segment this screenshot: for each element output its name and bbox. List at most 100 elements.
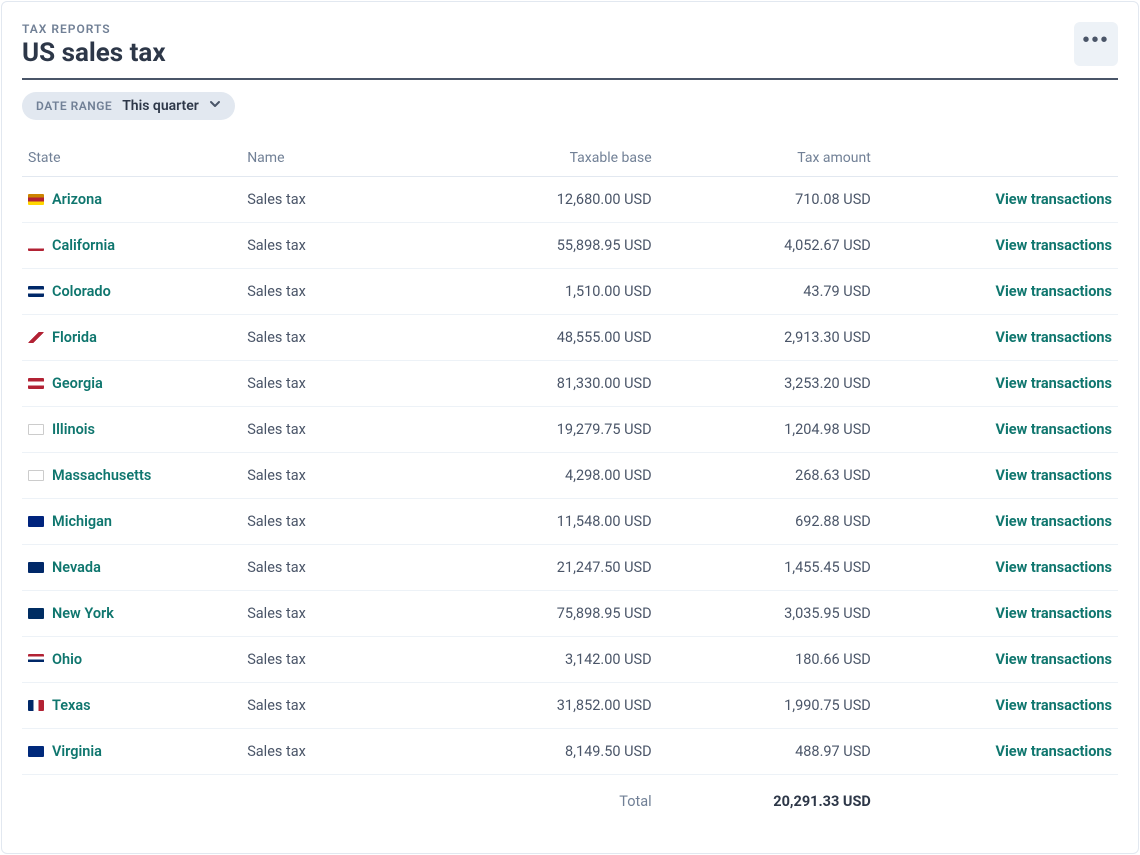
view-transactions-link[interactable]: View transactions [995, 651, 1112, 668]
view-transactions-link[interactable]: View transactions [995, 191, 1112, 208]
table-row: FloridaSales tax48,555.00 USD2,913.30 US… [22, 315, 1118, 361]
view-transactions-link[interactable]: View transactions [995, 743, 1112, 760]
tax-name: Sales tax [241, 223, 438, 269]
table-header-row: State Name Taxable base Tax amount [22, 140, 1118, 177]
table-row: VirginiaSales tax8,149.50 USD488.97 USDV… [22, 729, 1118, 775]
state-link[interactable]: Colorado [52, 283, 111, 300]
state-link[interactable]: Illinois [52, 421, 95, 438]
state-cell: Colorado [22, 269, 241, 315]
state-link[interactable]: Michigan [52, 513, 112, 530]
more-menu-button[interactable]: ••• [1074, 22, 1118, 66]
tax-amount: 1,204.98 USD [658, 407, 877, 453]
tax-amount: 710.08 USD [658, 177, 877, 223]
state-cell: Nevada [22, 545, 241, 591]
tax-name: Sales tax [241, 453, 438, 499]
tax-report-card: TAX REPORTS US sales tax ••• DATE RANGE … [1, 1, 1139, 854]
date-range-selector[interactable]: DATE RANGE This quarter [22, 92, 235, 120]
col-name: Name [241, 140, 438, 177]
taxable-base: 48,555.00 USD [438, 315, 657, 361]
state-link[interactable]: Arizona [52, 191, 102, 208]
state-link[interactable]: Virginia [52, 743, 102, 760]
taxable-base: 81,330.00 USD [438, 361, 657, 407]
tax-name: Sales tax [241, 545, 438, 591]
view-transactions-link[interactable]: View transactions [995, 237, 1112, 254]
view-transactions-link[interactable]: View transactions [995, 329, 1112, 346]
action-cell: View transactions [877, 637, 1118, 683]
view-transactions-link[interactable]: View transactions [995, 697, 1112, 714]
action-cell: View transactions [877, 591, 1118, 637]
col-tax-amount: Tax amount [658, 140, 877, 177]
view-transactions-link[interactable]: View transactions [995, 375, 1112, 392]
tax-amount: 1,455.45 USD [658, 545, 877, 591]
state-cell: Michigan [22, 499, 241, 545]
action-cell: View transactions [877, 177, 1118, 223]
state-cell: Florida [22, 315, 241, 361]
tax-name: Sales tax [241, 361, 438, 407]
state-link[interactable]: Texas [52, 697, 91, 714]
action-cell: View transactions [877, 269, 1118, 315]
state-flag-icon [28, 240, 44, 251]
table-row: CaliforniaSales tax55,898.95 USD4,052.67… [22, 223, 1118, 269]
taxable-base: 11,548.00 USD [438, 499, 657, 545]
table-row: Illinois Sales tax19,279.75 USD1,204.98 U… [22, 407, 1118, 453]
date-range-value: This quarter [122, 98, 199, 114]
view-transactions-link[interactable]: View transactions [995, 421, 1112, 438]
taxable-base: 75,898.95 USD [438, 591, 657, 637]
state-flag-icon [28, 470, 44, 481]
table-row: NevadaSales tax21,247.50 USD1,455.45 USD… [22, 545, 1118, 591]
state-cell: Arizona [22, 177, 241, 223]
state-cell: Georgia [22, 361, 241, 407]
total-label: Total [438, 775, 657, 825]
col-taxable-base: Taxable base [438, 140, 657, 177]
taxable-base: 1,510.00 USD [438, 269, 657, 315]
tax-name: Sales tax [241, 729, 438, 775]
table-row: GeorgiaSales tax81,330.00 USD3,253.20 US… [22, 361, 1118, 407]
view-transactions-link[interactable]: View transactions [995, 467, 1112, 484]
tax-name: Sales tax [241, 269, 438, 315]
state-flag-icon [28, 286, 44, 297]
state-link[interactable]: Nevada [52, 559, 101, 576]
filter-bar: DATE RANGE This quarter [22, 80, 1118, 128]
state-link[interactable]: Georgia [52, 375, 103, 392]
tax-name: Sales tax [241, 315, 438, 361]
action-cell: View transactions [877, 315, 1118, 361]
state-link[interactable]: New York [52, 605, 114, 622]
tax-name: Sales tax [241, 591, 438, 637]
state-flag-icon [28, 700, 44, 711]
view-transactions-link[interactable]: View transactions [995, 283, 1112, 300]
view-transactions-link[interactable]: View transactions [995, 605, 1112, 622]
taxable-base: 4,298.00 USD [438, 453, 657, 499]
page-title: US sales tax [22, 38, 166, 68]
state-link[interactable]: Ohio [52, 651, 82, 668]
tax-table: State Name Taxable base Tax amount Arizo… [22, 140, 1118, 824]
state-flag-icon [28, 608, 44, 619]
table-row: New YorkSales tax75,898.95 USD3,035.95 U… [22, 591, 1118, 637]
tax-name: Sales tax [241, 407, 438, 453]
state-cell: New York [22, 591, 241, 637]
ellipsis-icon: ••• [1082, 30, 1109, 50]
taxable-base: 19,279.75 USD [438, 407, 657, 453]
state-link[interactable]: Florida [52, 329, 97, 346]
table-row: Ohio Sales tax3,142.00 USD180.66 USD View … [22, 637, 1118, 683]
taxable-base: 3,142.00 USD [438, 637, 657, 683]
state-link[interactable]: Massachusetts [52, 467, 151, 484]
state-cell: Virginia [22, 729, 241, 775]
view-transactions-link[interactable]: View transactions [995, 513, 1112, 530]
tax-name: Sales tax [241, 683, 438, 729]
state-cell: California [22, 223, 241, 269]
action-cell: View transactions [877, 407, 1118, 453]
tax-name: Sales tax [241, 637, 438, 683]
tax-amount: 180.66 USD [658, 637, 877, 683]
card-header: TAX REPORTS US sales tax ••• [22, 22, 1118, 80]
action-cell: View transactions [877, 729, 1118, 775]
table-row: MassachusettsSales tax4,298.00 USD268.63… [22, 453, 1118, 499]
taxable-base: 31,852.00 USD [438, 683, 657, 729]
state-cell: Ohio [22, 637, 241, 683]
state-cell: Massachusetts [22, 453, 241, 499]
state-flag-icon [28, 332, 44, 343]
chevron-down-icon [209, 98, 221, 114]
tax-amount: 1,990.75 USD [658, 683, 877, 729]
view-transactions-link[interactable]: View transactions [995, 559, 1112, 576]
state-link[interactable]: California [52, 237, 115, 254]
state-flag-icon [28, 562, 44, 573]
